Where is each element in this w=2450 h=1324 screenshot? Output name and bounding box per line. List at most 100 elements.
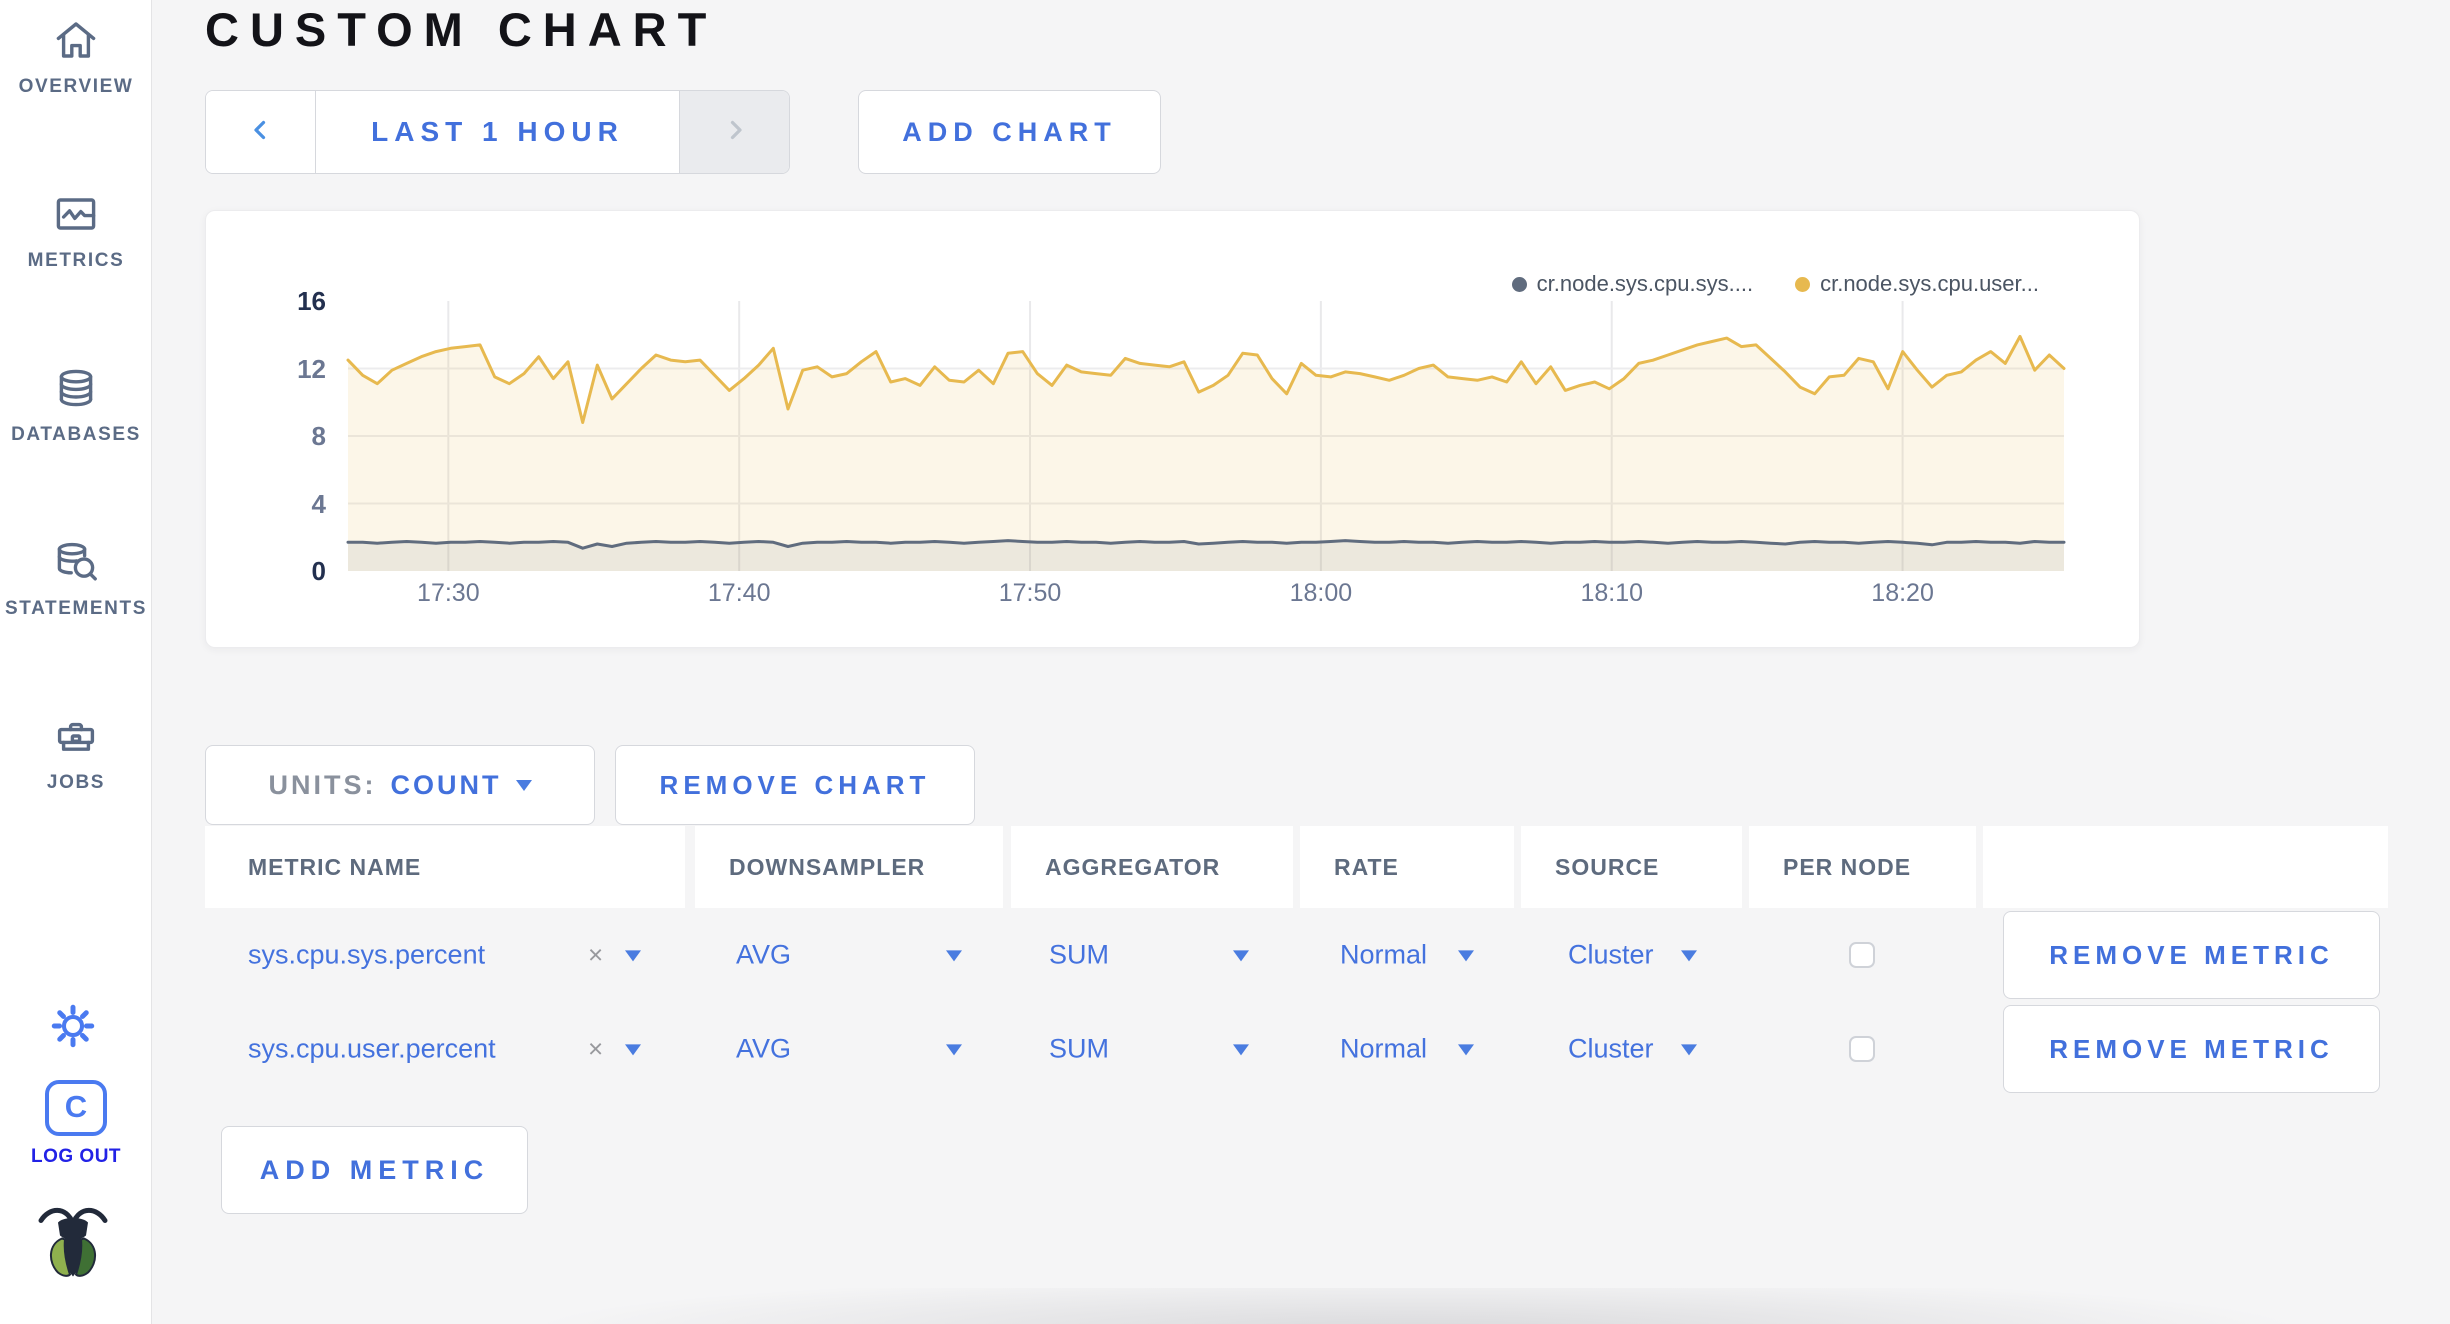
table-header-label: SOURCE (1555, 853, 1660, 880)
x-axis-tick-label: 17:40 (707, 579, 771, 607)
sidebar-item-label: JOBS (46, 772, 106, 793)
remove-metric-button[interactable]: REMOVE METRIC (2003, 911, 2380, 999)
y-axis-tick-label: 12 (297, 353, 326, 384)
legend-dot-icon (1795, 276, 1811, 292)
y-axis-tick-label: 0 (311, 556, 326, 586)
y-axis-tick-label: 16 (297, 286, 326, 316)
table-header-per-node: PER NODE (1749, 826, 1976, 908)
sidebar: OVERVIEW METRICS DATABASES STATEMENTS JOBS C… (0, 0, 152, 1324)
x-axis-tick-label: 18:10 (1580, 579, 1643, 607)
aggregator-dropdown[interactable]: SUM (1049, 939, 1109, 970)
table-header-label: METRIC NAME (248, 853, 422, 880)
cockroachdb-bug-logo (36, 1203, 110, 1300)
sidebar-item-statements[interactable]: STATEMENTS (0, 538, 152, 620)
chart-card: cr.node.sys.cpu.sys.... cr.node.sys.cpu.u… (205, 210, 2140, 648)
remove-chart-button[interactable]: REMOVE CHART (615, 745, 975, 825)
legend-entry: cr.node.sys.cpu.sys.... (1511, 271, 1754, 297)
sidebar-item-label: OVERVIEW (18, 76, 134, 97)
sidebar-item-metrics[interactable]: METRICS (0, 190, 152, 272)
time-range-button[interactable]: LAST 1 HOUR (316, 91, 679, 173)
cockroach-c-icon: C (45, 1080, 107, 1136)
table-header-label: RATE (1334, 853, 1399, 880)
dropdown-caret-icon[interactable] (625, 950, 641, 962)
table-header-actions (1983, 826, 2388, 908)
x-axis-tick-label: 18:00 (1289, 579, 1353, 607)
chart-legend: cr.node.sys.cpu.sys.... cr.node.sys.cpu.u… (1511, 271, 2039, 297)
x-axis-tick-label: 18:20 (1871, 579, 1934, 607)
y-axis-tick-label: 8 (311, 421, 326, 451)
dropdown-caret-icon[interactable] (1233, 1044, 1249, 1056)
add-chart-button[interactable]: ADD CHART (858, 90, 1161, 174)
chevron-right-icon (720, 115, 750, 150)
metric-row: sys.cpu.sys.percent × AVG SUM Normal Cluster R… (205, 908, 2388, 1002)
bottom-scroll-shadow (152, 1288, 2450, 1324)
dropdown-caret-icon[interactable] (1458, 1044, 1474, 1056)
time-prev-button[interactable] (206, 91, 316, 173)
gear-icon (50, 1003, 96, 1049)
statements-icon (52, 538, 100, 586)
metric-name-dropdown[interactable]: sys.cpu.sys.percent (248, 939, 486, 970)
legend-dot-icon (1511, 276, 1527, 292)
metrics-icon (52, 190, 100, 238)
logout-label: LOG OUT (30, 1146, 122, 1167)
rate-dropdown[interactable]: Normal (1340, 1033, 1428, 1064)
remove-metric-button[interactable]: REMOVE METRIC (2003, 1005, 2380, 1093)
per-node-checkbox[interactable] (1849, 1036, 1875, 1062)
legend-series-label: cr.node.sys.cpu.sys.... (1536, 271, 1754, 296)
units-value: COUNT (390, 769, 502, 800)
logout-button[interactable]: C LOG OUT (0, 1080, 152, 1168)
clear-metric-button[interactable]: × (588, 939, 604, 970)
metrics-table: METRIC NAME DOWNSAMPLER AGGREGATOR RATE SOUR… (205, 826, 2388, 1196)
settings-gear-button[interactable] (50, 1003, 96, 1049)
dropdown-caret-icon[interactable] (1458, 950, 1474, 962)
table-header-source: SOURCE (1521, 826, 1742, 908)
table-header-aggregator: AGGREGATOR (1011, 826, 1293, 908)
timeseries-plot[interactable] (346, 301, 2066, 571)
table-header-label: PER NODE (1783, 853, 1912, 880)
y-axis-tick-label: 4 (311, 488, 326, 519)
dropdown-caret-icon[interactable] (946, 1044, 962, 1056)
sidebar-item-label: METRICS (27, 250, 125, 271)
table-header-downsampler: DOWNSAMPLER (695, 826, 1003, 908)
time-next-button[interactable] (679, 91, 789, 173)
table-header-label: DOWNSAMPLER (729, 853, 926, 880)
dropdown-caret-icon[interactable] (946, 950, 962, 962)
table-header-label: AGGREGATOR (1045, 853, 1221, 880)
clear-metric-button[interactable]: × (588, 1033, 604, 1064)
legend-series-label: cr.node.sys.cpu.user... (1820, 271, 2039, 296)
x-axis-tick-label: 17:50 (998, 579, 1062, 607)
sidebar-item-label: STATEMENTS (5, 598, 147, 619)
dropdown-caret-icon[interactable] (1681, 1044, 1697, 1056)
sidebar-item-databases[interactable]: DATABASES (0, 364, 152, 446)
downsampler-dropdown[interactable]: AVG (736, 1033, 792, 1064)
source-dropdown[interactable]: Cluster (1568, 1033, 1654, 1064)
x-axis-tick-label: 17:30 (417, 579, 480, 607)
sidebar-item-jobs[interactable]: JOBS (0, 712, 152, 794)
downsampler-dropdown[interactable]: AVG (736, 939, 792, 970)
time-range-selector: LAST 1 HOUR (205, 90, 790, 174)
aggregator-dropdown[interactable]: SUM (1049, 1033, 1109, 1064)
jobs-icon (52, 712, 100, 760)
sidebar-item-label: DATABASES (11, 424, 141, 445)
table-header-metric-name: METRIC NAME (205, 826, 685, 908)
per-node-checkbox[interactable] (1849, 942, 1875, 968)
dropdown-caret-icon (515, 779, 532, 791)
units-dropdown[interactable]: UNITS: COUNT (205, 745, 595, 825)
units-label: UNITS: (268, 769, 377, 800)
dropdown-caret-icon[interactable] (1233, 950, 1249, 962)
rate-dropdown[interactable]: Normal (1340, 939, 1428, 970)
source-dropdown[interactable]: Cluster (1568, 939, 1654, 970)
chart-svg (346, 301, 2066, 571)
legend-entry: cr.node.sys.cpu.user... (1795, 271, 2039, 297)
metric-row: sys.cpu.user.percent × AVG SUM Normal Cluster… (205, 1002, 2388, 1096)
dropdown-caret-icon[interactable] (1681, 950, 1697, 962)
home-icon (52, 16, 100, 64)
table-header-rate: RATE (1300, 826, 1514, 908)
chevron-left-icon (246, 115, 276, 150)
add-metric-button[interactable]: ADD METRIC (221, 1126, 528, 1214)
dropdown-caret-icon[interactable] (625, 1044, 641, 1056)
sidebar-item-overview[interactable]: OVERVIEW (0, 16, 152, 98)
time-range-label: LAST 1 HOUR (371, 116, 624, 147)
metric-name-dropdown[interactable]: sys.cpu.user.percent (248, 1033, 496, 1064)
